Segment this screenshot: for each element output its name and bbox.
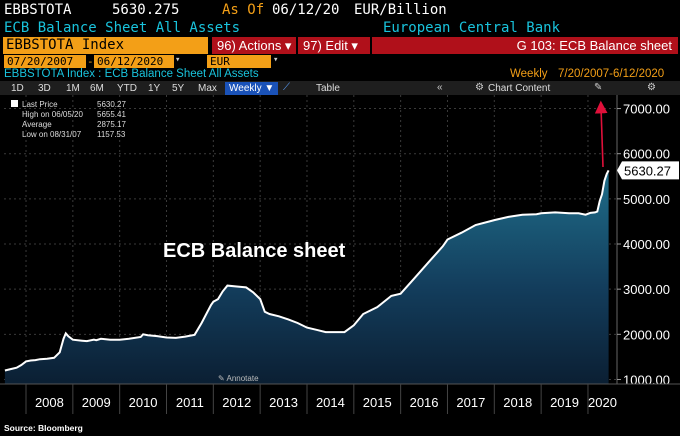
x-tick-label: 2017 (456, 395, 485, 410)
series-area (4, 170, 609, 384)
annotate-button[interactable]: ✎ Annotate (218, 374, 259, 383)
currency-select[interactable]: EUR (207, 55, 271, 68)
legend-item-average: Average 2875.17 (11, 120, 126, 130)
x-tick-label: 2013 (269, 395, 298, 410)
edit-icon[interactable]: ✎ (594, 82, 603, 93)
x-tick-label: 2014 (316, 395, 345, 410)
legend-swatch (11, 100, 18, 107)
last-price-tag: 5630.27 (617, 161, 679, 180)
last-value: 5630.275 (112, 2, 180, 18)
x-tick-label: 2008 (35, 395, 64, 410)
table-button[interactable]: Table (316, 83, 340, 94)
y-axis: 1000.00 2000.00 3000.00 4000.00 5000.00 6000.… (616, 95, 670, 387)
y-tick-label: 7000.00 (623, 102, 670, 117)
calendar-icon[interactable]: ▾ (175, 55, 181, 65)
legend-item-high: High on 06/05/20 5655.41 (11, 110, 126, 120)
x-tick-label: 2020 (588, 395, 617, 410)
graph-title-button[interactable]: G 103: ECB Balance sheet (372, 37, 678, 54)
description-bar: ECB Balance Sheet All Assets European Ce… (0, 19, 680, 37)
last-price-tag-bg (617, 161, 679, 180)
security-description: ECB Balance Sheet All Assets (4, 20, 241, 36)
as-of-label: As Of (222, 2, 265, 18)
y-tick-label: 4000.00 (623, 237, 670, 252)
x-tick-label: 2019 (550, 395, 579, 410)
date-separator: - (87, 55, 94, 68)
legend-label: Average (22, 120, 52, 129)
edit-button[interactable]: 97) Edit ▾ (298, 37, 370, 54)
ticker-symbol: EBBSTOTA (4, 2, 72, 18)
legend-label: Low on 08/31/07 (22, 130, 82, 139)
date-range-label: 7/20/2007-6/12/2020 (558, 68, 665, 80)
x-tick-label: 2018 (503, 395, 532, 410)
actions-button[interactable]: 96) Actions ▾ (212, 37, 296, 54)
period-6m[interactable]: 6M (90, 83, 104, 94)
chart-subtitle-bar: EBBSTOTA Index : ECB Balance Sheet All A… (0, 68, 680, 81)
index-field[interactable]: EBBSTOTA Index (3, 37, 208, 54)
end-date-input[interactable]: 06/12/2020 (94, 55, 174, 68)
x-axis: 2008 2009 2010 2011 2012 2013 2014 2015 2016 2017… (0, 383, 680, 414)
command-toolbar: EBBSTOTA Index 96) Actions ▾ 97) Edit ▾ … (0, 37, 680, 54)
chart-annotation: ECB Balance sheet (163, 240, 346, 262)
x-tick-label: 2015 (363, 395, 392, 410)
weekly-button[interactable]: Weekly ▼ (225, 82, 279, 95)
legend-value: 5655.41 (97, 110, 126, 119)
x-tick-label: 2009 (82, 395, 111, 410)
chart-subtitle: EBBSTOTA Index : ECB Balance Sheet All A… (4, 68, 259, 80)
legend-item-low: Low on 08/31/07 1157.53 (11, 130, 125, 140)
x-tick-label: 2016 (410, 395, 439, 410)
header-bar: EBBSTOTA 5630.275 As Of 06/12/20 EUR/Bil… (0, 0, 680, 19)
frequency-label: Weekly (510, 68, 548, 80)
period-ytd[interactable]: YTD (117, 83, 137, 94)
legend-label: High on 06/05/20 (22, 110, 83, 119)
period-max[interactable]: Max (198, 83, 217, 94)
chart-content-button[interactable]: Chart Content (488, 83, 551, 94)
last-price-tag-label: 5630.27 (624, 163, 671, 178)
y-tick-label: 3000.00 (623, 282, 670, 297)
series-line (4, 169, 610, 372)
period-bar: 1D 3D 1M 6M YTD 1Y 5Y Max Weekly ▼ ⟋ Tab… (0, 81, 680, 95)
period-1d[interactable]: 1D (11, 83, 24, 94)
annotate-label: Annotate (226, 374, 259, 383)
y-tick-label: 5000.00 (623, 192, 670, 207)
period-1y[interactable]: 1Y (148, 83, 161, 94)
y-tick-label: 2000.00 (623, 327, 670, 342)
source-footer: Source: Bloomberg (4, 423, 83, 433)
pencil-icon: ✎ (218, 374, 227, 383)
chart-area: 1000.00 2000.00 3000.00 4000.00 5000.00 6000.… (0, 95, 680, 414)
legend-item-last: Last Price 5630.27 (11, 100, 126, 110)
trend-arrow (594, 100, 608, 168)
legend-value: 5630.27 (97, 100, 126, 109)
legend-label: Last Price (22, 100, 58, 109)
y-tick-label: 1000.00 (623, 372, 670, 387)
source-name: European Central Bank (383, 20, 561, 36)
period-3d[interactable]: 3D (38, 83, 51, 94)
legend: Last Price 5630.27 High on 06/05/20 5655.4… (11, 100, 126, 140)
period-1m[interactable]: 1M (66, 83, 80, 94)
settings-icon[interactable]: ⚙ (475, 82, 484, 93)
unit-label: EUR/Billion (354, 2, 447, 18)
line-chart-icon[interactable]: ⟋ (283, 82, 290, 93)
as-of-date: 06/12/20 (272, 2, 340, 18)
chevron-down-icon[interactable]: ▾ (273, 55, 279, 65)
x-tick-label: 2012 (222, 395, 251, 410)
gear-icon[interactable]: ⚙ (647, 82, 656, 93)
x-tick-label: 2011 (176, 395, 204, 410)
date-range-bar: 07/20/2007 - 06/12/2020 ▾ EUR ▾ (0, 54, 680, 68)
start-date-input[interactable]: 07/20/2007 (4, 55, 86, 68)
period-5y[interactable]: 5Y (172, 83, 185, 94)
legend-value: 1157.53 (97, 130, 126, 139)
legend-value: 2875.17 (97, 120, 126, 129)
y-tick-label: 6000.00 (623, 147, 670, 162)
chevron-left-icon[interactable]: « (437, 82, 443, 93)
x-tick-label: 2010 (129, 395, 158, 410)
